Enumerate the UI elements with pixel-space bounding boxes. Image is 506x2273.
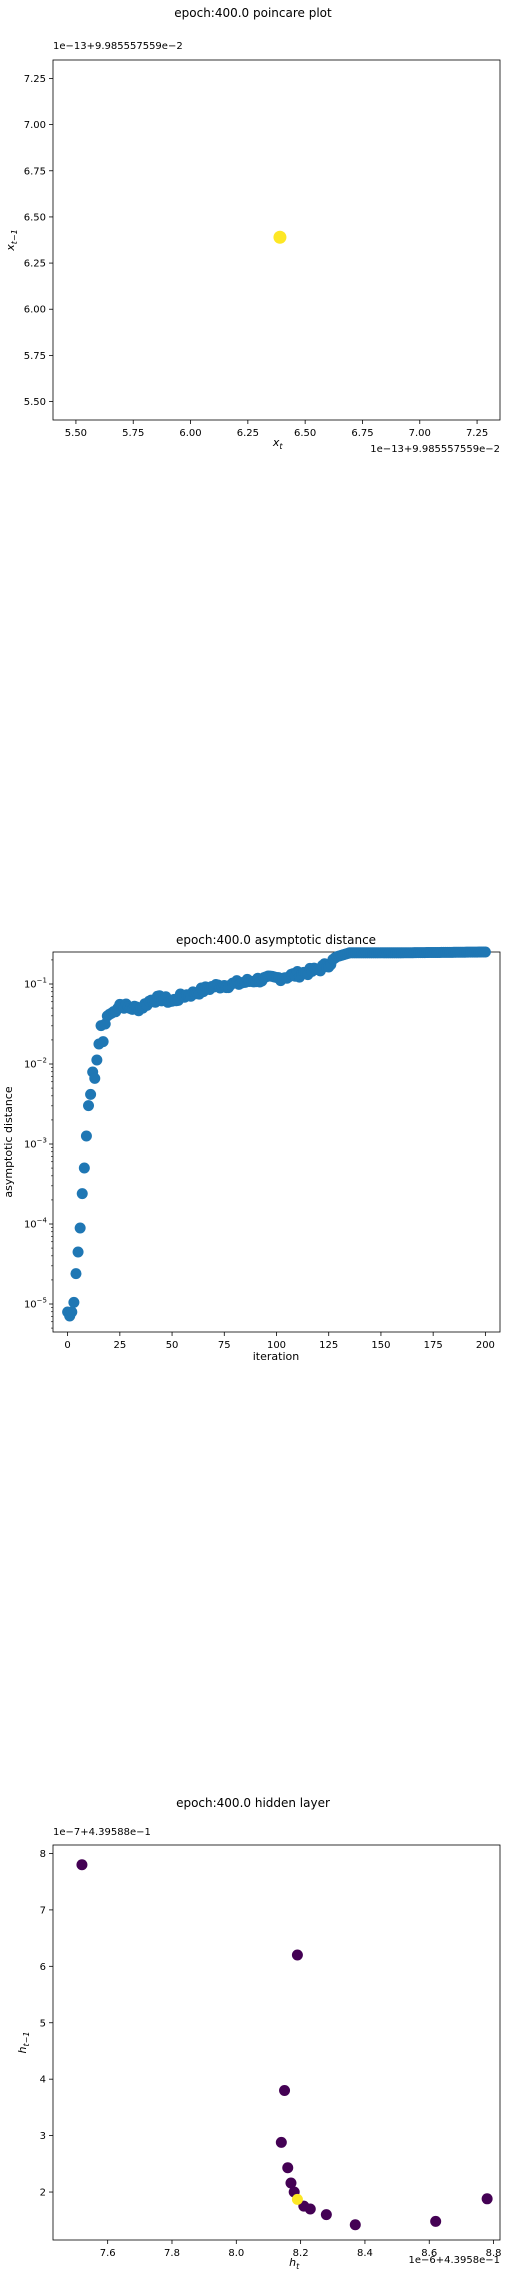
x-tick-label: 6.25 — [237, 428, 259, 439]
x-tick-label: 175 — [424, 1340, 443, 1351]
data-point — [479, 946, 491, 958]
y-tick-label: 10−2 — [24, 1057, 47, 1071]
y-tick-label: 6.25 — [24, 259, 46, 270]
poincare-chart-panel: epoch:400.0 poincare plot 1e−13+9.9855575… — [0, 0, 506, 760]
hidden-layer-y-label: ht−1 — [16, 2032, 31, 2054]
x-tick-label: 6.75 — [351, 428, 373, 439]
data-point — [83, 1100, 95, 1112]
data-point — [97, 1036, 109, 1048]
data-point — [76, 1859, 88, 1871]
x-tick-label: 50 — [166, 1340, 179, 1351]
x-tick-label: 25 — [113, 1340, 126, 1351]
data-point — [74, 1222, 86, 1234]
y-tick-label: 6.75 — [24, 166, 46, 177]
y-tick-label: 5.50 — [24, 397, 46, 408]
x-tick-label: 100 — [267, 1340, 286, 1351]
poincare-x-label: xt — [272, 436, 284, 451]
data-point — [80, 1130, 92, 1142]
data-point — [72, 1246, 84, 1258]
data-point — [91, 1054, 103, 1066]
y-tick-label: 8 — [40, 1849, 46, 1860]
y-tick-label: 10−4 — [24, 1217, 48, 1231]
x-tick-label: 5.75 — [122, 428, 144, 439]
data-point — [68, 1296, 80, 1308]
x-tick-label: 7.6 — [100, 2248, 116, 2259]
y-tick-label: 6.00 — [24, 305, 46, 316]
data-point — [275, 2136, 287, 2148]
poincare-y-label: xt−1 — [4, 229, 19, 251]
data-point — [291, 1949, 303, 1961]
y-tick-label: 7.00 — [24, 120, 46, 131]
data-point — [320, 2209, 332, 2221]
hidden-layer-x-label: ht — [289, 2256, 300, 2269]
hidden-layer-chart-panel: epoch:400.0 hidden layer 1e−7+4.39588e−1 7… — [0, 1790, 506, 2271]
data-point — [78, 1162, 90, 1174]
x-tick-label: 200 — [476, 1340, 495, 1351]
x-tick-label: 6.00 — [179, 428, 201, 439]
hidden-layer-chart: epoch:400.0 hidden layer 1e−7+4.39588e−1 7… — [16, 1796, 502, 2271]
data-point — [285, 2177, 297, 2189]
y-tick-label: 10−5 — [24, 1297, 47, 1311]
x-tick-label: 150 — [371, 1340, 390, 1351]
data-point — [282, 2162, 294, 2174]
poincare-point — [273, 230, 287, 244]
highlight-point — [291, 2193, 303, 2205]
hidden-layer-x-offset: 1e−6+4.3958e−1 — [408, 2255, 500, 2266]
poincare-chart: epoch:400.0 poincare plot 1e−13+9.9855575… — [4, 6, 501, 455]
x-tick-label: 8.6 — [421, 2248, 437, 2259]
poincare-plot-frame — [52, 59, 501, 421]
x-tick-label: 8.0 — [228, 2248, 244, 2259]
y-tick-label: 6.50 — [24, 212, 46, 223]
hidden-layer-plot-frame — [52, 1844, 501, 2241]
asymptotic-title: epoch:400.0 asymptotic distance — [176, 933, 376, 947]
data-point — [430, 2215, 442, 2227]
y-tick-label: 3 — [40, 2131, 46, 2142]
data-point — [76, 1188, 88, 1200]
x-tick-label: 8.2 — [293, 2248, 309, 2259]
data-point — [89, 1072, 101, 1084]
asymptotic-y-label: asymptotic distance — [2, 1086, 15, 1197]
y-tick-label: 6 — [40, 1962, 46, 1973]
data-point — [279, 2084, 291, 2096]
x-tick-label: 6.50 — [294, 428, 316, 439]
data-point — [481, 2193, 493, 2205]
y-tick-label: 10−1 — [24, 977, 47, 991]
asymptotic-distance-chart: epoch:400.0 asymptotic distance 0 25 50 75 10… — [2, 933, 501, 1363]
poincare-x-offset: 1e−13+9.985557559e−2 — [370, 444, 500, 455]
poincare-y-offset: 1e−13+9.985557559e−2 — [53, 41, 183, 52]
data-point — [349, 2219, 361, 2231]
data-point — [85, 1088, 97, 1100]
x-tick-label: 0 — [64, 1340, 70, 1351]
data-point — [70, 1268, 82, 1280]
asymptotic-x-label: iteration — [253, 1350, 299, 1363]
poincare-title: epoch:400.0 poincare plot — [174, 6, 332, 20]
y-tick-label: 4 — [40, 2075, 46, 2086]
y-tick-label: 7.25 — [24, 74, 46, 85]
y-tick-label: 5.75 — [24, 351, 46, 362]
x-tick-label: 7.00 — [409, 428, 431, 439]
x-tick-label: 8.8 — [486, 2248, 502, 2259]
data-point — [66, 1306, 78, 1318]
hidden-layer-title: epoch:400.0 hidden layer — [176, 1796, 330, 1810]
y-tick-label: 10−3 — [24, 1137, 47, 1151]
x-tick-label: 5.50 — [65, 428, 87, 439]
x-tick-label: 7.8 — [164, 2248, 180, 2259]
hidden-layer-y-offset: 1e−7+4.39588e−1 — [53, 1827, 151, 1838]
y-tick-label: 5 — [40, 2018, 46, 2029]
asymptotic-chart-panel: epoch:400.0 asymptotic distance 0 25 50 75 10… — [0, 930, 506, 1400]
x-tick-label: 125 — [319, 1340, 338, 1351]
x-tick-label: 8.4 — [357, 2248, 373, 2259]
x-tick-label: 75 — [218, 1340, 231, 1351]
y-tick-label: 7 — [40, 1905, 46, 1916]
x-tick-label: 7.25 — [466, 428, 488, 439]
data-point — [304, 2203, 316, 2215]
y-tick-label: 2 — [40, 2188, 46, 2199]
